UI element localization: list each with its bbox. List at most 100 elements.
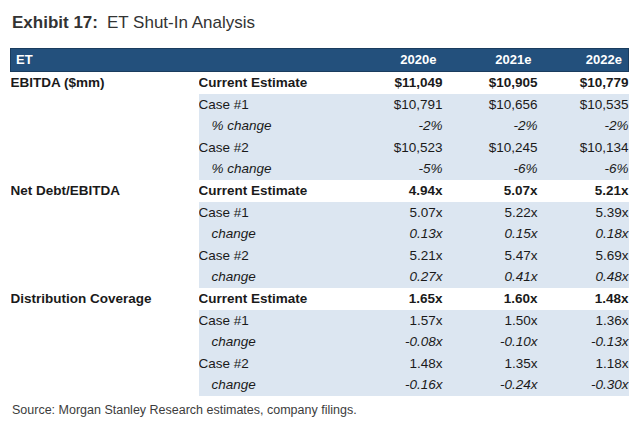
row-value: -5% xyxy=(349,158,443,180)
section-label xyxy=(11,223,199,245)
table-row: % change-5%-6%-6% xyxy=(11,158,629,180)
row-value: 1.35x xyxy=(443,353,538,375)
row-value: $10,779 xyxy=(538,72,629,94)
row-value: 5.69x xyxy=(538,245,629,267)
row-value: $10,134 xyxy=(538,137,629,159)
row-value: -6% xyxy=(538,158,629,180)
source-note: Source: Morgan Stanley Research estimate… xyxy=(12,401,357,419)
table-row: Case #2$10,523$10,245$10,134 xyxy=(11,137,629,159)
row-value: $10,656 xyxy=(443,94,538,116)
row-value: -0.30x xyxy=(538,374,629,396)
table-row: change0.13x0.15x0.18x xyxy=(11,223,629,245)
table-row: Case #25.21x5.47x5.69x xyxy=(11,245,629,267)
row-label: Case #2 xyxy=(199,353,349,375)
row-value: -0.08x xyxy=(349,331,443,353)
row-value: -0.16x xyxy=(349,374,443,396)
row-label: change xyxy=(199,266,349,288)
exhibit-title: Exhibit 17: ET Shut-In Analysis xyxy=(12,11,255,35)
row-label: Case #1 xyxy=(199,94,349,116)
row-value: 5.07x xyxy=(349,202,443,224)
row-label: % change xyxy=(199,115,349,137)
row-value: 0.13x xyxy=(349,223,443,245)
row-value: 0.18x xyxy=(538,223,629,245)
row-value: 0.27x xyxy=(349,266,443,288)
table-row: EBITDA ($mm)Current Estimate$11,049$10,9… xyxy=(11,72,629,94)
section-label xyxy=(11,266,199,288)
row-value: -2% xyxy=(443,115,538,137)
exhibit-name: ET Shut-In Analysis xyxy=(107,13,255,32)
section-label: EBITDA ($mm) xyxy=(11,72,199,94)
row-label: Current Estimate xyxy=(199,72,349,94)
section-label xyxy=(11,137,199,159)
row-value: 4.94x xyxy=(349,180,443,202)
table-row: Case #1$10,791$10,656$10,535 xyxy=(11,94,629,116)
row-value: 1.36x xyxy=(538,310,629,332)
row-value: 1.50x xyxy=(443,310,538,332)
row-value: $10,905 xyxy=(443,72,538,94)
page: Exhibit 17:ET Shut-In Analysis ET 2020e2… xyxy=(0,0,640,429)
section-label xyxy=(11,94,199,116)
row-value: 5.21x xyxy=(349,245,443,267)
table-row: Case #15.07x5.22x5.39x xyxy=(11,202,629,224)
row-value: 1.18x xyxy=(538,353,629,375)
row-value: -0.24x xyxy=(443,374,538,396)
section-label: Distribution Coverage xyxy=(11,288,199,310)
exhibit-number: Exhibit 17: xyxy=(12,13,98,32)
row-label: Case #1 xyxy=(199,202,349,224)
row-label: Case #1 xyxy=(199,310,349,332)
section-label xyxy=(11,374,199,396)
section-label: Net Debt/EBITDA xyxy=(11,180,199,202)
row-value: 5.21x xyxy=(538,180,629,202)
table-row: Case #21.48x1.35x1.18x xyxy=(11,353,629,375)
header-year-2020e: 2020e xyxy=(349,49,443,72)
row-label: Current Estimate xyxy=(199,288,349,310)
table-row: change-0.08x-0.10x-0.13x xyxy=(11,331,629,353)
row-value: -0.10x xyxy=(443,331,538,353)
row-label: % change xyxy=(199,158,349,180)
row-value: $10,535 xyxy=(538,94,629,116)
row-value: -2% xyxy=(538,115,629,137)
row-value: 5.39x xyxy=(538,202,629,224)
section-label xyxy=(11,158,199,180)
row-label: Current Estimate xyxy=(199,180,349,202)
section-label xyxy=(11,115,199,137)
section-label xyxy=(11,353,199,375)
row-value: $11,049 xyxy=(349,72,443,94)
header-year-2021e: 2021e xyxy=(443,49,538,72)
row-value: 1.48x xyxy=(349,353,443,375)
table-body: EBITDA ($mm)Current Estimate$11,049$10,9… xyxy=(11,72,629,396)
table-row: Net Debt/EBITDACurrent Estimate4.94x5.07… xyxy=(11,180,629,202)
row-value: 5.22x xyxy=(443,202,538,224)
table-row: change0.27x0.41x0.48x xyxy=(11,266,629,288)
row-label: Case #2 xyxy=(199,245,349,267)
table-header-row: ET 2020e2021e2022e xyxy=(11,49,629,72)
row-value: -2% xyxy=(349,115,443,137)
row-value: 5.47x xyxy=(443,245,538,267)
table-row: % change-2%-2%-2% xyxy=(11,115,629,137)
row-value: -0.13x xyxy=(538,331,629,353)
row-value: -6% xyxy=(443,158,538,180)
row-value: $10,245 xyxy=(443,137,538,159)
header-year-2022e: 2022e xyxy=(538,49,629,72)
row-value: $10,523 xyxy=(349,137,443,159)
table-row: Distribution CoverageCurrent Estimate1.6… xyxy=(11,288,629,310)
row-label: change xyxy=(199,223,349,245)
row-value: 1.60x xyxy=(443,288,538,310)
table-row: change-0.16x-0.24x-0.30x xyxy=(11,374,629,396)
row-label: change xyxy=(199,331,349,353)
section-label xyxy=(11,310,199,332)
table-row: Case #11.57x1.50x1.36x xyxy=(11,310,629,332)
row-value: $10,791 xyxy=(349,94,443,116)
section-label xyxy=(11,331,199,353)
row-value: 1.65x xyxy=(349,288,443,310)
section-label xyxy=(11,245,199,267)
row-value: 0.15x xyxy=(443,223,538,245)
row-value: 1.48x xyxy=(538,288,629,310)
section-label xyxy=(11,202,199,224)
row-label: change xyxy=(199,374,349,396)
shut-in-analysis-table: ET 2020e2021e2022e EBITDA ($mm)Current E… xyxy=(10,48,629,396)
row-value: 0.48x xyxy=(538,266,629,288)
header-ticker: ET xyxy=(11,49,349,72)
row-value: 5.07x xyxy=(443,180,538,202)
row-value: 1.57x xyxy=(349,310,443,332)
